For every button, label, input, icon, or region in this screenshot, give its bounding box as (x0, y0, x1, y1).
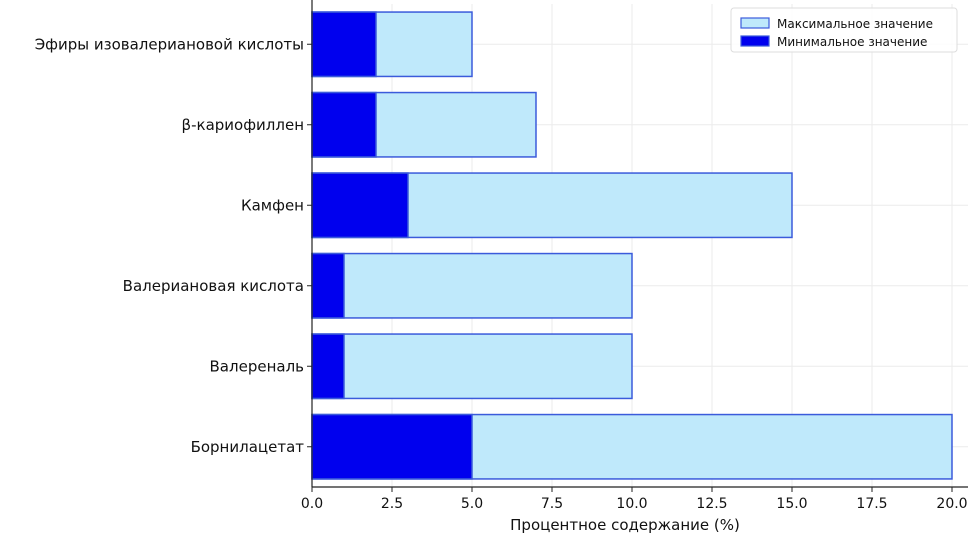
bar-layer (311, 11, 953, 480)
x-axis-label: Процентное содержание (%) (510, 516, 740, 534)
bar-min-5 (311, 413, 473, 480)
category-label-3: Валериановая кислота (123, 277, 304, 295)
category-label-2: Камфен (241, 196, 304, 214)
category-label-1: β-кариофиллен (182, 116, 304, 134)
x-tick-label-1: 2.5 (381, 496, 403, 512)
x-tick-label-2: 5.0 (461, 496, 483, 512)
legend-swatch-1 (740, 35, 770, 47)
legend-label-1: Минимальное значение (777, 35, 927, 49)
x-tick-label-4: 10.0 (616, 496, 647, 512)
bar-min-4 (311, 333, 345, 400)
axis-layer (307, 0, 968, 492)
x-tick-label-5: 12.5 (696, 496, 727, 512)
legend-label-0: Максимальное значение (777, 17, 933, 31)
bar-max-4 (311, 333, 633, 400)
x-tick-label-6: 15.0 (776, 496, 807, 512)
bar-min-0 (311, 11, 377, 78)
bar-max-3 (311, 252, 633, 319)
legend: Максимальное значение Минимальное значени… (730, 7, 958, 53)
bar-min-3 (311, 252, 345, 319)
x-tick-label-7: 17.5 (856, 496, 887, 512)
bar-min-1 (311, 91, 377, 158)
x-tick-label-0: 0.0 (301, 496, 323, 512)
legend-box (730, 7, 958, 53)
category-label-0: Эфиры изовалериановой кислоты (35, 35, 304, 53)
legend-swatch-0 (740, 17, 770, 29)
bar-min-2 (311, 172, 409, 239)
category-label-4: Валереналь (210, 357, 304, 375)
x-tick-label-8: 20.0 (936, 496, 967, 512)
category-label-5: Борнилацетат (191, 438, 305, 456)
x-tick-label-3: 7.5 (541, 496, 563, 512)
label-layer: 0.0 2.5 5.0 7.5 10.0 12.5 15.0 17.5 20.0 Эфиры из… (35, 35, 968, 534)
